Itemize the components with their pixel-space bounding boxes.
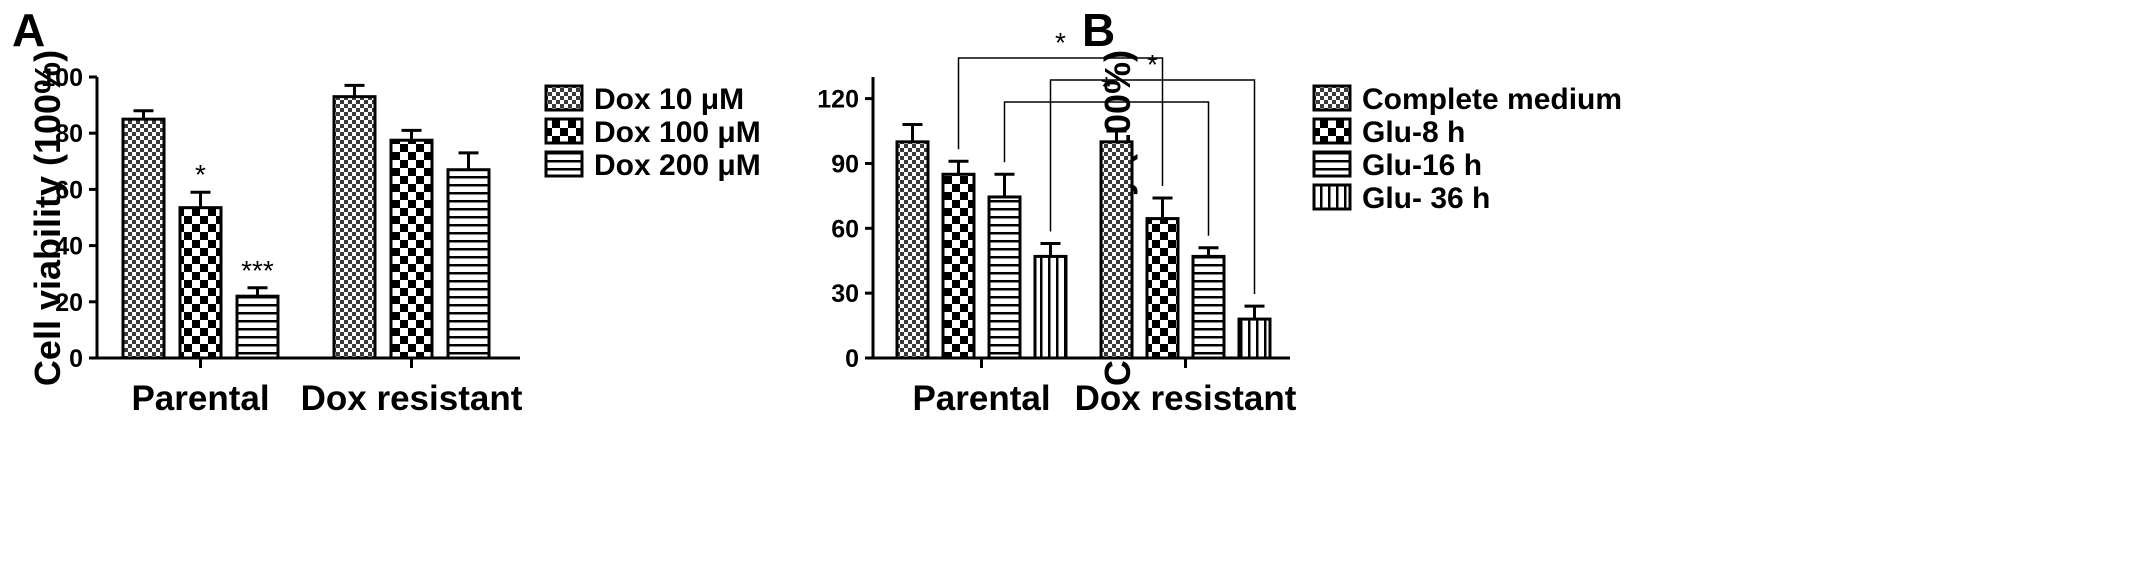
panel-b-comparison-label: * <box>1055 27 1066 58</box>
panel-a-letter: A <box>12 4 45 56</box>
panel-a-bar-dox-100-m-dox-resistant <box>389 138 434 360</box>
panel-a-category-label-dox-resistant: Dox resistant <box>301 379 523 418</box>
panel-a-category-label-parental: Parental <box>131 379 269 418</box>
panel-b-y-tick-label: 30 <box>831 280 859 308</box>
panel-b-bar-glu-16-h-dox-resistant <box>1191 254 1226 360</box>
panel-b-comparison-label: * <box>1101 71 1112 102</box>
panel-a-y-tick-label: 0 <box>69 345 83 373</box>
panel-b-legend-label-complete-medium: Complete medium <box>1362 83 1622 116</box>
panel-a-bar-dox-100-m-parental <box>178 206 223 360</box>
panel-a-y-tick-label: 100 <box>41 64 83 92</box>
panel-b-comparison-label: * <box>1147 49 1158 80</box>
panel-a-y-axis-title: Cell viability (100%) <box>27 50 68 386</box>
panel-a-bar-dox-10-m-dox-resistant <box>332 95 377 360</box>
panel-b-bar-glu-36-h-parental <box>1033 254 1068 360</box>
panel-a-legend-swatch-dox-10-m <box>544 84 584 112</box>
panel-b-bar-glu-8-h-parental <box>941 172 976 360</box>
panel-a-bar-dox-200-m-dox-resistant <box>446 168 491 360</box>
panel-b-chart: B Cell viability (100%) 0306090120Parent… <box>817 4 1622 418</box>
panel-b-y-tick-label: 0 <box>845 345 859 373</box>
panel-b-bar-glu-16-h-parental <box>987 195 1022 360</box>
panel-b-legend-label-glu-16-h: Glu-16 h <box>1362 149 1482 182</box>
panel-b-bar-glu-8-h-dox-resistant <box>1145 217 1180 360</box>
panel-b-legend-swatch-glu-16-h <box>1312 150 1352 178</box>
panel-a-y-tick-label: 60 <box>55 176 83 204</box>
panel-a-y-tick-label: 20 <box>55 289 83 317</box>
panel-b-legend-swatch-glu-36-h <box>1312 183 1352 211</box>
panel-b-letter: B <box>1082 4 1115 56</box>
panel-b-bar-complete-medium-dox-resistant <box>1099 140 1134 360</box>
panel-a-significance-label: *** <box>241 255 274 286</box>
panel-a-legend-label-dox-200-m: Dox 200 μM <box>594 149 761 182</box>
panel-b-y-tick-label: 120 <box>817 86 859 114</box>
panel-a-bar-dox-200-m-parental <box>235 294 280 360</box>
panel-a-chart: A Cell viability (100%) 0 20 40 60 80 100 Pare… <box>12 4 761 418</box>
panel-b-y-tick-label: 90 <box>831 150 859 178</box>
panel-a-y-tick-label: 40 <box>55 233 83 261</box>
panel-b-comparison-bracket <box>957 57 1164 187</box>
panel-a-legend-label-dox-10-m: Dox 10 μM <box>594 83 744 116</box>
panel-b-category-label-dox-resistant: Dox resistant <box>1075 379 1297 418</box>
panel-b-bar-complete-medium-parental <box>895 140 930 360</box>
panel-b-legend-label-glu-36-h: Glu- 36 h <box>1362 182 1490 215</box>
panel-a-significance-label: * <box>195 159 206 190</box>
panel-b-category-label-parental: Parental <box>912 379 1050 418</box>
panel-b-comparison-bracket <box>1003 101 1210 236</box>
panel-b-comparison-bracket <box>1049 79 1256 295</box>
panel-b-legend-swatch-glu-8-h <box>1312 117 1352 145</box>
panel-a-y-tick-label: 80 <box>55 120 83 148</box>
panel-a-legend-label-dox-100-m: Dox 100 μM <box>594 116 761 149</box>
panel-b-legend-label-glu-8-h: Glu-8 h <box>1362 116 1465 149</box>
panel-a-legend-swatch-dox-200-m <box>544 150 584 178</box>
panel-b-bar-glu-36-h-dox-resistant <box>1237 317 1272 360</box>
panel-b-y-tick-label: 60 <box>831 215 859 243</box>
panel-a-bar-dox-10-m-parental <box>121 117 166 360</box>
panel-a-legend-swatch-dox-100-m <box>544 117 584 145</box>
panel-b-legend-swatch-complete-medium <box>1312 84 1352 112</box>
